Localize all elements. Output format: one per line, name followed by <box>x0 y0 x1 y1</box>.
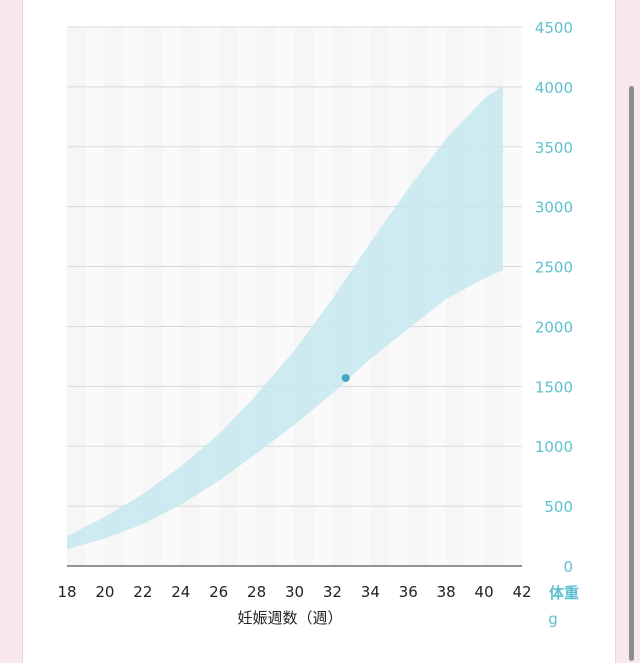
y-axis-label: 体重 <box>549 584 579 602</box>
x-tick-label: 18 <box>57 583 76 601</box>
y-tick-label: 500 <box>544 498 573 516</box>
grid-stripe <box>104 27 124 566</box>
grid-stripe <box>313 27 333 566</box>
y-tick-label: 3500 <box>535 139 573 157</box>
grid-stripe <box>503 27 522 566</box>
grid-stripe <box>142 27 162 566</box>
y-tick-label: 1500 <box>535 378 573 396</box>
x-tick-label: 26 <box>209 583 228 601</box>
y-tick-label: 2000 <box>535 318 573 336</box>
grid-stripe <box>199 27 219 566</box>
grid-stripe <box>256 27 276 566</box>
grid-stripe <box>123 27 143 566</box>
grid-stripe <box>218 27 238 566</box>
x-tick-label: 20 <box>95 583 114 601</box>
grid-stripe <box>67 27 86 566</box>
data-point <box>341 373 350 382</box>
x-tick-label: 24 <box>171 583 190 601</box>
y-tick-labels: 0 500 1000 1500 2000 2500 3000 3500 4000 4500 <box>535 19 573 576</box>
x-tick-label: 42 <box>512 583 531 601</box>
grid-stripes <box>67 27 522 566</box>
grid-stripe <box>85 27 105 566</box>
grid-stripe <box>237 27 257 566</box>
band-layer <box>67 85 503 550</box>
x-tick-label: 34 <box>361 583 380 601</box>
grid-stripe <box>161 27 181 566</box>
y-tick-label: 4000 <box>535 79 573 97</box>
x-tick-label: 22 <box>133 583 152 601</box>
grid-stripe <box>275 27 295 566</box>
scrollbar[interactable] <box>629 86 634 661</box>
x-tick-label: 36 <box>399 583 418 601</box>
x-axis-label: 妊娠週数（週） <box>237 609 342 627</box>
grid-stripe <box>180 27 200 566</box>
y-tick-label: 3000 <box>535 199 573 217</box>
grid-stripe <box>294 27 314 566</box>
y-axis-unit: g <box>548 610 558 628</box>
x-tick-label: 32 <box>323 583 342 601</box>
y-tick-label: 1000 <box>535 438 573 456</box>
x-tick-label: 40 <box>475 583 494 601</box>
x-tick-label: 28 <box>247 583 266 601</box>
y-tick-label: 0 <box>563 558 573 576</box>
weight-range-band <box>67 85 503 550</box>
y-tick-label: 2500 <box>535 259 573 277</box>
x-tick-labels: 18 20 22 24 26 28 30 32 34 36 38 40 42 <box>57 583 531 601</box>
x-tick-label: 38 <box>437 583 456 601</box>
y-tick-label: 4500 <box>535 19 573 37</box>
point-layer <box>341 373 350 382</box>
x-tick-label: 30 <box>285 583 304 601</box>
